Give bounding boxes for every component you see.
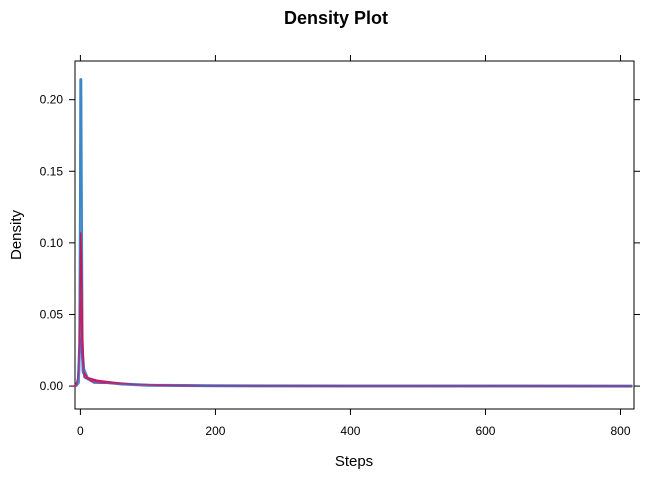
density-line-4 [74,295,633,387]
x-tick-label: 0 [77,424,84,438]
density-line-1 [74,78,633,388]
series-layer [72,78,633,388]
y-axis: 0.00 0.05 0.10 0.15 0.20 [40,93,640,393]
x-axis-label: Steps [335,453,373,470]
density-line-5 [76,336,632,387]
x-tick-label: 200 [205,424,225,438]
plot-frame [74,60,635,410]
x-tick-label: 400 [340,424,360,438]
y-tick-label: 0.15 [40,164,64,178]
density-line-3 [72,232,633,387]
y-axis-label: Density [8,209,25,260]
x-axis: 0 200 400 600 800 [77,55,631,438]
x-tick-label: 600 [475,424,495,438]
x-tick-label: 800 [610,424,630,438]
y-tick-label: 0.20 [40,93,64,107]
chart-title: Density Plot [284,8,388,28]
density-line-2 [75,207,633,387]
y-tick-label: 0.00 [40,379,64,393]
y-tick-label: 0.05 [40,307,64,321]
y-tick-label: 0.10 [40,236,64,250]
